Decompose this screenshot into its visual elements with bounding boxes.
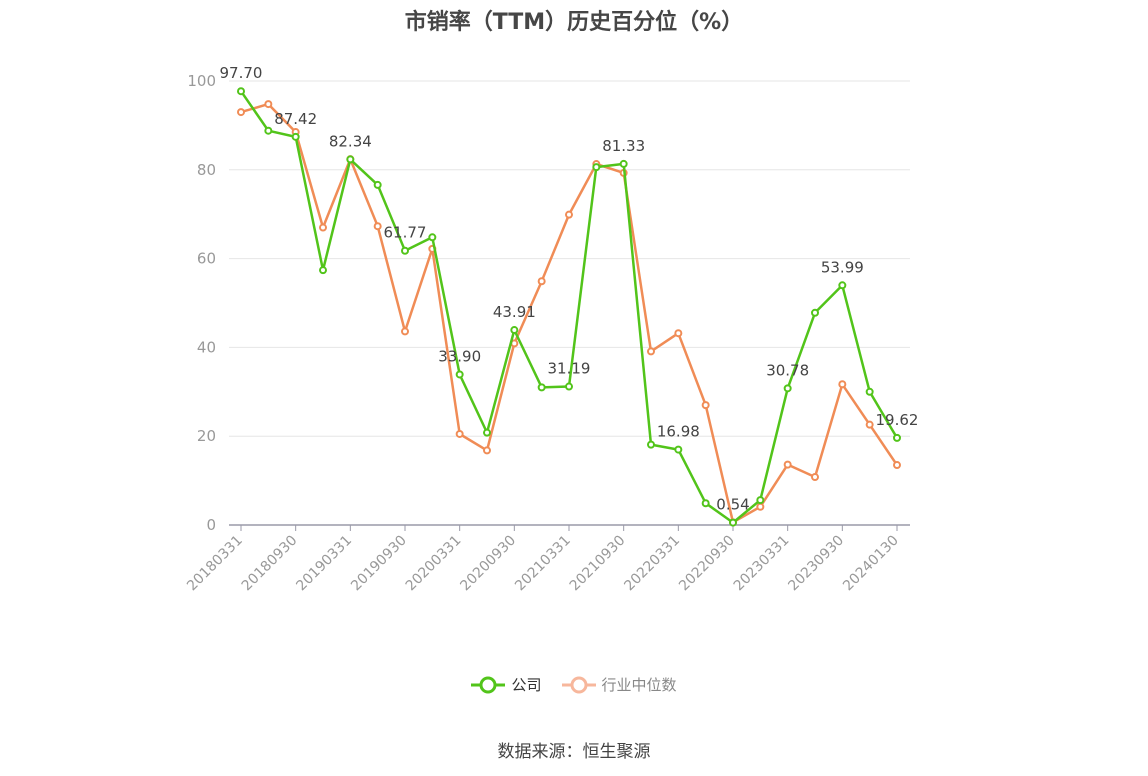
data-point — [565, 382, 573, 391]
x-tick-label: 20200331 — [403, 533, 465, 595]
legend-label-industry-median: 行业中位数 — [601, 676, 677, 694]
data-label: 53.99 — [821, 258, 864, 276]
data-label: 0.54 — [716, 496, 749, 514]
data-point — [401, 246, 409, 255]
x-tick-label: 20230930 — [785, 533, 847, 595]
data-point — [619, 159, 628, 168]
x-tick-label: 20240130 — [840, 533, 902, 595]
x-tick-label: 20220331 — [621, 533, 683, 595]
data-point — [319, 266, 327, 275]
legend-swatch-company — [471, 676, 506, 693]
data-label: 31.19 — [548, 360, 591, 378]
data-point — [537, 383, 546, 392]
data-point — [701, 401, 710, 410]
data-point — [592, 163, 601, 172]
legend-label-company: 公司 — [511, 676, 542, 694]
data-point — [838, 281, 847, 290]
series-line-0 — [239, 90, 899, 524]
data-label: 87.42 — [274, 110, 317, 128]
x-tick-label: 20230331 — [731, 533, 793, 595]
data-label: 97.70 — [220, 64, 263, 82]
data-label: 30.78 — [766, 361, 809, 379]
data-point — [783, 460, 792, 469]
data-point — [237, 87, 245, 96]
data-point — [428, 233, 437, 242]
data-point — [373, 180, 382, 189]
data-point — [483, 428, 491, 437]
data-point — [729, 518, 737, 527]
data-label: 82.34 — [329, 132, 372, 150]
data-point — [510, 326, 519, 335]
data-point — [264, 100, 273, 109]
legend-swatch-industry-median — [561, 676, 596, 693]
data-point — [893, 433, 901, 442]
grid — [229, 80, 910, 437]
data-label: 33.90 — [438, 347, 481, 365]
axes: 0 20 40 60 80 100 2018033120180930201903312019… — [184, 72, 910, 594]
x-tick-label: 20180930 — [239, 533, 301, 595]
data-label: 19.62 — [876, 411, 919, 429]
data-point — [865, 387, 874, 396]
data-point — [756, 496, 765, 505]
data-point — [483, 446, 491, 455]
data-point — [537, 277, 546, 286]
data-point — [647, 440, 655, 449]
data-point — [264, 126, 273, 135]
data-label: 16.98 — [657, 423, 700, 441]
data-point — [647, 347, 655, 356]
data-point — [838, 380, 847, 389]
y-tick-label: 80 — [197, 161, 216, 179]
data-point — [373, 222, 382, 231]
data-point — [811, 473, 819, 482]
data-point — [783, 384, 792, 393]
x-tick-label: 20210331 — [512, 533, 574, 595]
source-note: 数据来源：恒生聚源 — [497, 742, 651, 762]
chart-title: 市销率（TTM）历史百分位（%） — [404, 10, 744, 35]
data-label: 43.91 — [493, 303, 536, 321]
y-tick-label: 20 — [197, 427, 216, 445]
y-tick-label: 100 — [187, 72, 216, 90]
y-tick-label: 0 — [206, 516, 216, 534]
data-point — [701, 499, 710, 508]
data-point — [893, 461, 901, 470]
data-label: 61.77 — [384, 224, 427, 242]
data-point — [346, 155, 355, 164]
data-point — [865, 420, 874, 429]
data-point — [401, 327, 409, 336]
series-line-1 — [240, 102, 899, 524]
data-point — [811, 308, 819, 317]
data-point — [291, 132, 300, 141]
data-point — [237, 108, 245, 117]
data-labels: 97.70 87.42 82.34 61.77 33.90 43.91 31.19 81.33… — [220, 64, 919, 513]
legend: 公司 行业中位数 — [0, 674, 1148, 695]
series — [237, 87, 901, 527]
x-tick-label: 20190930 — [348, 533, 410, 595]
data-point — [674, 445, 683, 454]
legend-item-industry-median[interactable]: 行业中位数 — [561, 674, 677, 695]
x-tick-label: 20180331 — [184, 533, 246, 595]
y-tick-label: 60 — [197, 250, 216, 268]
y-tick-label: 40 — [197, 338, 216, 356]
data-point — [319, 223, 327, 232]
x-tick-label: 20210930 — [567, 533, 629, 595]
data-point — [455, 370, 464, 379]
x-tick-label: 20220930 — [676, 533, 738, 595]
data-point — [565, 210, 573, 219]
data-point — [455, 429, 464, 438]
x-tick-label: 20200930 — [457, 533, 519, 595]
legend-item-company[interactable]: 公司 — [471, 674, 542, 695]
data-point — [756, 502, 765, 511]
data-point — [674, 329, 683, 338]
data-label: 81.33 — [602, 137, 645, 155]
x-tick-label: 20190331 — [293, 533, 355, 595]
